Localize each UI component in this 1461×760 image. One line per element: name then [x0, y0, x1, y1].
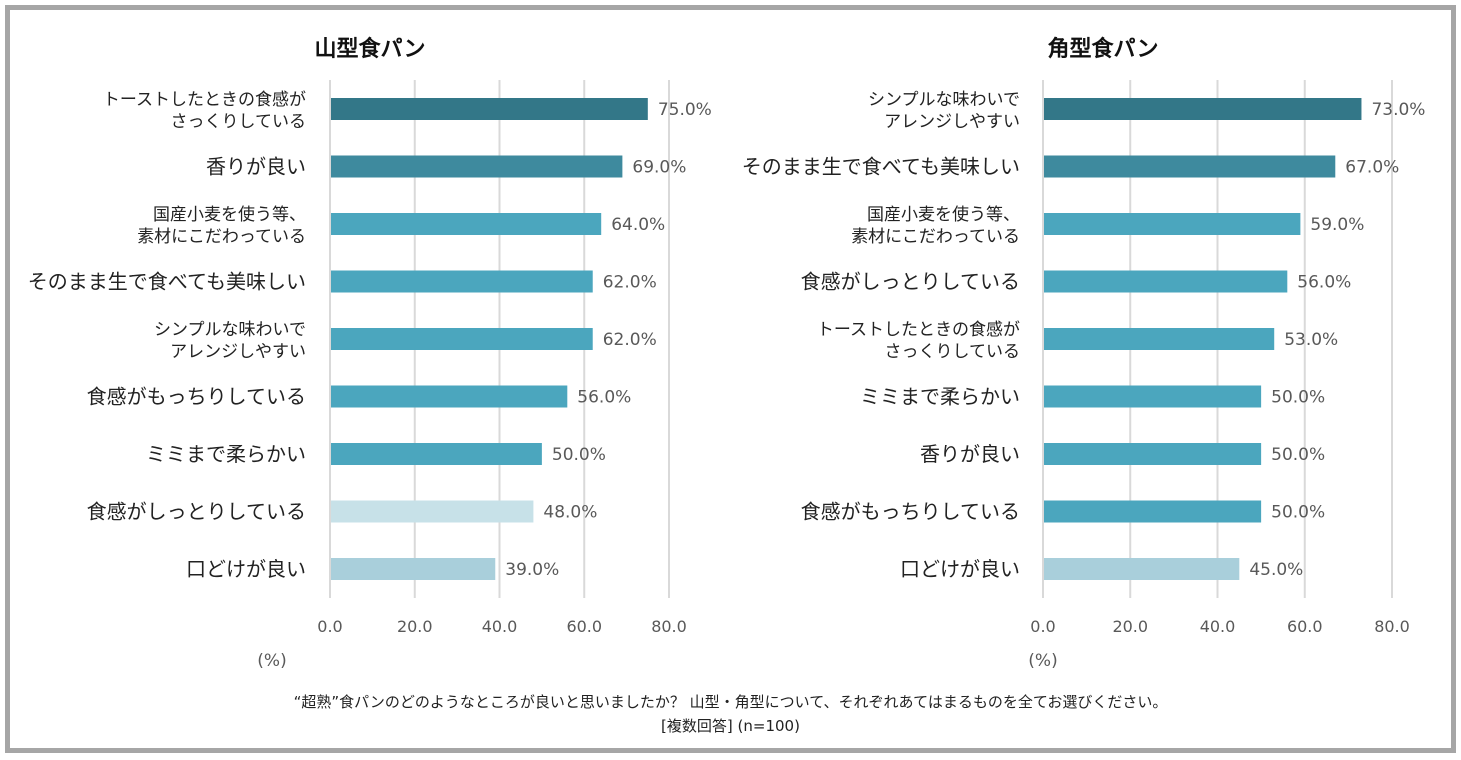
category-label: トーストしたときの食感がさっくりしている — [103, 90, 306, 132]
chart-title: 山型食パン — [314, 36, 425, 62]
x-axis-unit-label: (%) — [257, 651, 286, 671]
bar — [331, 558, 496, 580]
bar — [331, 270, 593, 293]
data-label: 50.0% — [552, 445, 606, 465]
data-label: 50.0% — [1271, 388, 1325, 408]
category-label: そのまま生で食べても美味しい — [742, 155, 1020, 179]
data-label: 45.0% — [1249, 560, 1303, 580]
category-label: そのまま生で食べても美味しい — [28, 270, 306, 294]
category-label: 食感がもっちりしている — [801, 500, 1020, 524]
bar — [1044, 443, 1262, 465]
data-label: 39.0% — [505, 560, 559, 580]
survey-question: “超熟”食パンのどのようなところが良いと思いましたか？ 山型・角型について、それ… — [293, 693, 1168, 711]
x-tick-label: 0.0 — [1030, 617, 1055, 636]
category-label: 香りが良い — [920, 442, 1020, 466]
bar — [1044, 155, 1336, 178]
category-label: ミミまで柔らかい — [146, 442, 306, 466]
chart-kakugata: 角型食パン 0.0 20.0 40.0 60.0 80.0 (%) 73.0% シンプルな味わい… — [742, 36, 1426, 671]
data-label: 67.0% — [1345, 158, 1399, 178]
bar — [331, 443, 542, 465]
data-label: 56.0% — [577, 388, 631, 408]
data-label: 62.0% — [603, 273, 657, 293]
data-label: 50.0% — [1271, 445, 1325, 465]
category-label: 国産小麦を使う等、素材にこだわっている — [137, 204, 306, 247]
bar — [1044, 98, 1362, 120]
bar — [331, 155, 623, 178]
x-tick-label: 40.0 — [482, 617, 518, 636]
data-label: 73.0% — [1371, 100, 1425, 120]
data-label: 48.0% — [543, 503, 597, 523]
bar — [1044, 270, 1288, 293]
x-tick-label: 0.0 — [317, 617, 342, 636]
x-tick-label: 20.0 — [397, 617, 433, 636]
data-label: 50.0% — [1271, 503, 1325, 523]
category-label: 国産小麦を使う等、素材にこだわっている — [851, 204, 1020, 247]
x-tick-label: 40.0 — [1200, 617, 1236, 636]
survey-note: [複数回答] (n=100) — [661, 717, 800, 735]
x-tick-label: 60.0 — [1287, 617, 1323, 636]
category-label: トーストしたときの食感がさっくりしている — [817, 320, 1020, 362]
bar — [1044, 213, 1301, 235]
category-label: 香りが良い — [206, 155, 306, 179]
x-tick-label: 20.0 — [1112, 617, 1148, 636]
data-label: 56.0% — [1297, 273, 1351, 293]
data-label: 62.0% — [603, 330, 657, 350]
category-label: シンプルな味わいでアレンジしやすい — [154, 320, 306, 362]
bar — [1044, 558, 1240, 580]
chart-title: 角型食パン — [1047, 36, 1158, 62]
category-label: 食感がしっとりしている — [87, 500, 306, 524]
bar — [331, 213, 602, 235]
category-label: 食感がもっちりしている — [87, 385, 306, 409]
bar — [331, 98, 648, 120]
data-label: 75.0% — [658, 100, 712, 120]
data-label: 59.0% — [1310, 215, 1364, 235]
bar — [331, 385, 568, 408]
category-label: 口どけが良い — [900, 557, 1020, 581]
bar — [331, 328, 593, 350]
category-label: ミミまで柔らかい — [860, 385, 1020, 409]
x-tick-label: 60.0 — [566, 617, 602, 636]
x-tick-label: 80.0 — [651, 617, 687, 636]
bar — [331, 500, 534, 523]
chart-frame — [5, 5, 1456, 753]
data-label: 64.0% — [611, 215, 665, 235]
data-label: 53.0% — [1284, 330, 1338, 350]
category-label: 食感がしっとりしている — [801, 270, 1020, 294]
chart-yamagata: 山型食パン 0.0 20.0 40.0 60.0 80.0 (%) 75.0% トーストしたとき… — [28, 36, 712, 671]
bar — [1044, 385, 1262, 408]
x-axis-unit-label: (%) — [1028, 651, 1057, 671]
category-label: シンプルな味わいでアレンジしやすい — [868, 90, 1020, 132]
bar — [1044, 328, 1275, 350]
x-tick-label: 80.0 — [1374, 617, 1410, 636]
bar — [1044, 500, 1262, 523]
category-label: 口どけが良い — [186, 557, 306, 581]
data-label: 69.0% — [632, 158, 686, 178]
